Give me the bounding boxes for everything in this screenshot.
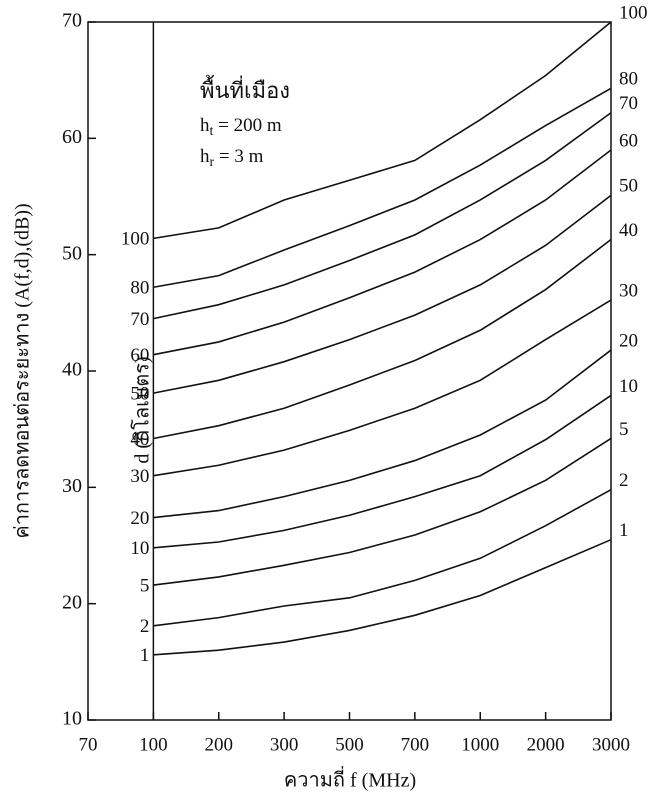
y-axis-label: ค่าการลดทอนต่อระยะทาง (A(f,d),(dB))	[12, 203, 34, 538]
curve	[153, 437, 612, 586]
curve	[153, 112, 612, 320]
y-tick-label: 10	[62, 708, 82, 730]
curve-label-right: 5	[619, 419, 629, 440]
x-tick-label: 70	[79, 734, 98, 755]
y-tick-label: 40	[62, 359, 82, 381]
x-tick-label: 3000	[592, 734, 630, 755]
x-tick-label: 500	[335, 734, 364, 755]
curve-label-left: 100	[121, 229, 150, 250]
x-tick-label: 1000	[461, 734, 499, 755]
curve-label-left: 2	[140, 616, 150, 637]
curve	[153, 194, 612, 394]
curve-label-left: 20	[130, 508, 149, 529]
curve-label-right: 10	[619, 376, 638, 397]
parameter-value: = 200 m	[213, 115, 281, 136]
parameter-symbol: h	[200, 115, 210, 136]
parameter: hr = 3 m	[200, 146, 264, 170]
x-axis-label: ความถี่ f (MHz)	[284, 766, 416, 792]
curve-label-right: 40	[619, 220, 638, 241]
series-axis-label: d (กิโลเมตร)	[131, 356, 154, 463]
curve-label-left: 1	[140, 645, 150, 666]
parameter-symbol: h	[200, 146, 210, 167]
annotation: พื้นที่เมือง	[200, 75, 290, 103]
curve-label-right: 30	[619, 280, 638, 301]
x-tick-label: 700	[401, 734, 430, 755]
y-tick-label: 30	[62, 475, 82, 497]
parameter-subscript: t	[210, 124, 214, 139]
x-tick-label: 100	[139, 734, 168, 755]
curve-label-left: 80	[130, 278, 149, 299]
curve-label-right: 80	[619, 69, 638, 90]
x-tick-label: 2000	[527, 734, 565, 755]
curve-label-left: 30	[130, 466, 149, 487]
curve-label-left: 70	[130, 309, 149, 330]
curve-label-right: 2	[619, 470, 629, 491]
curve	[153, 538, 612, 656]
y-tick-label: 20	[62, 591, 82, 613]
curve-label-right: 70	[619, 93, 638, 114]
plot-frame	[87, 21, 612, 721]
curve	[153, 149, 612, 356]
curve	[153, 299, 612, 477]
y-tick-label: 70	[62, 10, 82, 32]
curve-label-left: 10	[130, 538, 149, 559]
parameter-subscript: r	[210, 155, 215, 170]
x-tick-label: 200	[205, 734, 234, 755]
curve	[153, 87, 612, 289]
curve-label-right: 20	[619, 330, 638, 351]
parameter-value: = 3 m	[214, 146, 263, 167]
curve-label-right: 60	[619, 130, 638, 151]
parameter: ht = 200 m	[200, 115, 282, 139]
curve-label-left: 40	[130, 429, 149, 450]
curve	[153, 394, 612, 549]
curve	[153, 488, 612, 627]
y-tick-label: 50	[62, 242, 82, 264]
curve-label-right: 1	[619, 520, 629, 541]
y-tick-label: 60	[62, 126, 82, 148]
curve	[153, 21, 612, 240]
curve-label-right: 100	[619, 2, 648, 23]
curve	[153, 349, 612, 519]
curve-label-right: 50	[619, 176, 638, 197]
curve-label-left: 5	[140, 575, 150, 596]
curve-label-left: 50	[130, 383, 149, 404]
x-tick-label: 300	[270, 734, 299, 755]
curve	[153, 238, 612, 440]
curve-label-left: 60	[130, 345, 149, 366]
